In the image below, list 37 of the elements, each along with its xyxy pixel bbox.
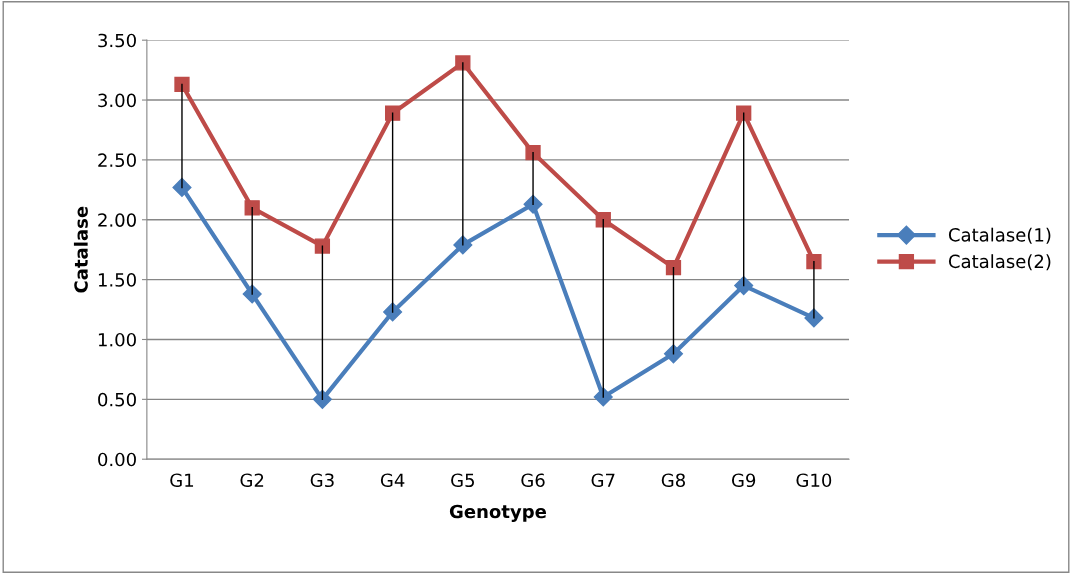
x-tick-label: G9 (731, 473, 756, 488)
point (663, 344, 684, 364)
point (384, 105, 401, 121)
point (806, 254, 822, 270)
point (595, 212, 611, 228)
x-axis-title: Genotype (449, 504, 547, 522)
x-tick-label: G6 (521, 473, 545, 488)
point (455, 55, 471, 71)
y-tick-label: 0.50 (98, 392, 136, 407)
x-tick-label: G1 (170, 473, 194, 488)
y-tick-label: 3.00 (98, 93, 136, 108)
legend-label: Catalase(2) (948, 254, 1051, 271)
point (665, 260, 682, 276)
y-tick-label: 1.00 (98, 332, 136, 347)
point (734, 276, 754, 296)
point (525, 145, 541, 161)
y-tick-label: 1.50 (98, 273, 136, 287)
point (312, 389, 332, 409)
point (736, 105, 752, 121)
y-axis-title: Catalase (73, 206, 88, 293)
x-tick-label: G4 (380, 473, 405, 488)
point (593, 387, 613, 407)
legend-label: Catalase(1) (948, 227, 1051, 244)
x-tick-label: G5 (451, 473, 474, 488)
y-tick-label: 3.50 (98, 33, 136, 48)
y-tick-label: 0.00 (98, 452, 136, 467)
point (244, 200, 260, 216)
x-tick-label: G10 (796, 473, 832, 488)
point (314, 238, 331, 254)
y-tick-label: 2.50 (98, 153, 136, 168)
y-tick-label: 2.00 (98, 213, 136, 227)
x-tick-label: G8 (661, 473, 685, 488)
x-tick-label: G2 (240, 473, 264, 488)
point (174, 76, 190, 93)
x-tick-label: G3 (310, 473, 334, 488)
x-tick-label: G7 (591, 473, 615, 488)
point (383, 302, 403, 322)
